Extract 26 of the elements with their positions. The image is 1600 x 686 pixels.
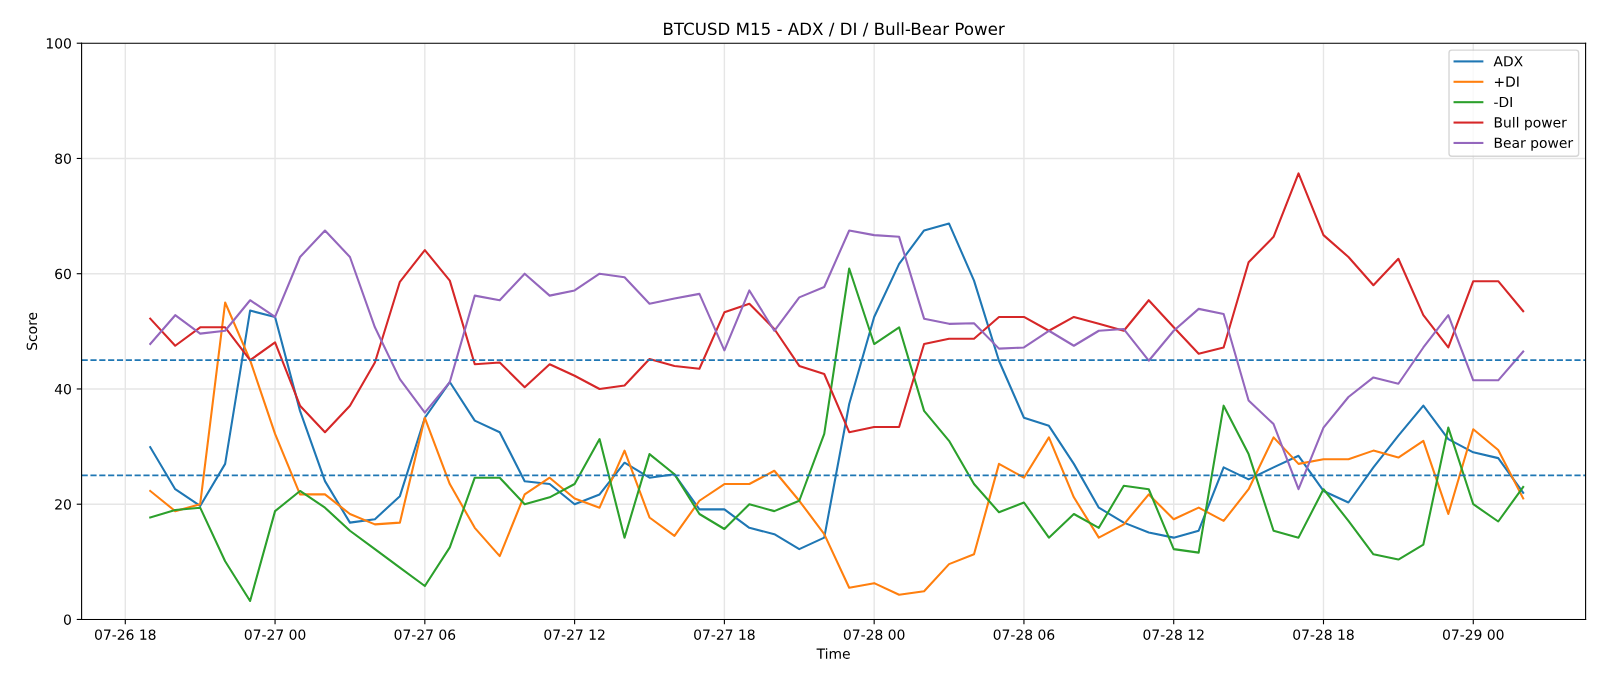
y-tick-label: 0 [63, 614, 71, 625]
x-tick-label: 07-29 00 [1442, 629, 1504, 640]
x-tick-label: 07-28 12 [1143, 629, 1204, 640]
x-tick-label: 07-27 12 [544, 629, 605, 640]
legend-label: -DI [1494, 96, 1512, 108]
y-tick-label: 40 [54, 383, 71, 395]
y-tick-label: 20 [55, 499, 71, 510]
y-axis-title: Score [26, 312, 38, 350]
x-tick-label: 07-28 18 [1293, 629, 1354, 640]
line-series [149, 172, 1525, 434]
x-tick-label: 07-27 00 [244, 629, 306, 640]
y-tick-label: 60 [55, 268, 71, 280]
legend-label: ADX [1493, 56, 1523, 67]
x-tick-label: 07-26 18 [94, 629, 156, 640]
legend-label: +DI [1494, 76, 1519, 87]
y-tick-label: 100 [46, 38, 71, 49]
legend-label: Bull power [1494, 116, 1567, 131]
y-tick-label: 80 [55, 153, 71, 164]
chart-title: BTCUSD M15 - ADX / DI / Bull-Bear Power [664, 22, 1005, 37]
x-tick-label: 07-27 06 [394, 629, 456, 640]
x-tick-label: 07-28 06 [993, 629, 1055, 640]
x-axis-title: Time [816, 648, 850, 659]
line-series [149, 229, 1525, 491]
x-tick-label: 07-27 18 [694, 629, 755, 640]
legend-label: Bear power [1494, 137, 1574, 151]
x-tick-label: 07-28 00 [843, 629, 905, 640]
